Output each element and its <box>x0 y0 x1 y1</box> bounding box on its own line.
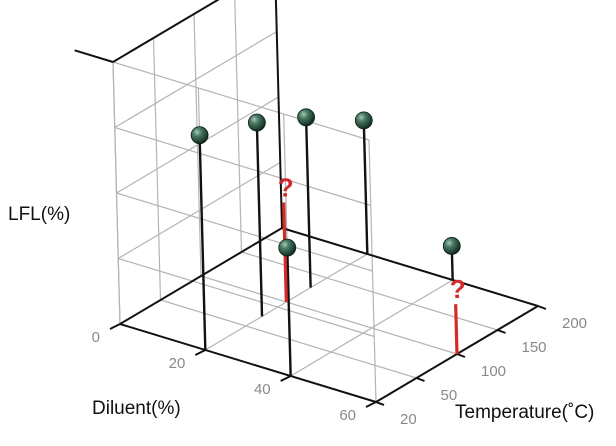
grid-line-back-horizontal <box>114 30 278 129</box>
diluent-tick-mark <box>109 323 121 330</box>
data-point-stem <box>255 122 264 317</box>
unknown-point-label: ? <box>450 274 466 304</box>
temperature-tick-mark <box>456 353 466 358</box>
frame-top-left-stub <box>74 49 114 63</box>
temperature-tick-label: 20 <box>400 411 417 428</box>
data-point-stem <box>286 247 292 377</box>
grid-line-side-horizontal <box>116 192 373 272</box>
grid-line-back-horizontal <box>116 96 279 194</box>
unknown-point-stem <box>454 304 459 355</box>
temperature-tick-mark <box>497 329 506 334</box>
frame-back-corner-edge <box>274 0 283 229</box>
temperature-tick-mark <box>375 401 385 406</box>
diluent-tick-label: 0 <box>92 329 100 346</box>
data-point-marker <box>247 113 266 132</box>
diluent-tick-mark <box>365 401 377 408</box>
temperature-tick-mark <box>416 377 425 382</box>
data-point-stem <box>198 135 207 351</box>
diluent-tick-mark <box>280 375 292 382</box>
data-point-marker <box>190 126 209 145</box>
axis-frame <box>74 0 547 408</box>
diluent-tick-label: 60 <box>339 407 356 424</box>
data-points: ?? <box>190 108 466 304</box>
diluent-tick-label: 40 <box>254 381 271 398</box>
temperature-tick-label: 150 <box>522 339 547 356</box>
data-point-stem <box>304 117 312 288</box>
stems <box>198 117 459 377</box>
unknown-point-label: ? <box>278 172 294 202</box>
z-axis-label: LFL(%) <box>8 204 70 225</box>
data-point-marker <box>297 108 315 127</box>
frame-floor-back-edge <box>119 227 283 325</box>
data-point-marker <box>442 237 461 255</box>
diluent-axis-label: Diluent(%) <box>92 398 181 419</box>
temperature-tick-label: 200 <box>562 315 587 332</box>
grid-line-floor-temperature <box>200 275 458 355</box>
temperature-axis-label: Temperature(˚C) <box>455 402 594 423</box>
frame-top-back-edge <box>112 0 220 63</box>
frame-floor-right-edge <box>281 227 539 307</box>
data-point-marker <box>278 238 297 257</box>
frame-diluent-axis <box>119 323 377 403</box>
diluent-tick-label: 20 <box>169 355 186 372</box>
temperature-tick-label: 100 <box>481 363 506 380</box>
grid-line-back-vertical <box>234 0 243 253</box>
grid-line-side-horizontal <box>114 126 371 207</box>
tick-labels: 0 20 40 60 20 50 100 150 200 <box>92 315 587 428</box>
temperature-tick-mark <box>537 305 547 310</box>
grid-line-floor-diluent <box>290 279 453 377</box>
temperature-tick-label: 50 <box>441 387 458 404</box>
diluent-tick-mark <box>194 349 206 356</box>
data-point-marker <box>354 111 373 130</box>
grid-line-side-horizontal <box>118 257 375 338</box>
grid-line-side-horizontal <box>112 61 370 141</box>
data-point-stem <box>362 120 369 255</box>
grid-line-back-horizontal <box>117 161 281 260</box>
